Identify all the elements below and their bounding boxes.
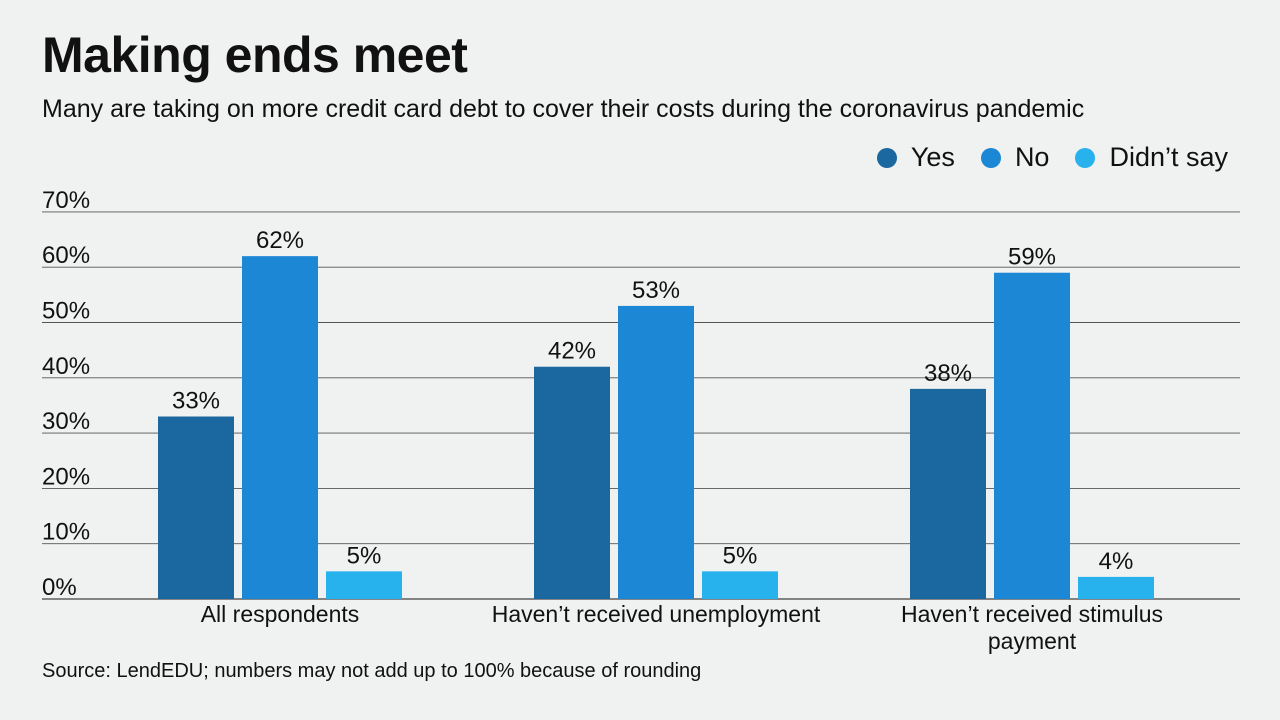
- legend-item-yes: Yes: [876, 142, 955, 173]
- bar-no: [994, 272, 1070, 599]
- y-tick-label: 60%: [42, 242, 90, 269]
- legend-item-no: No: [980, 142, 1050, 173]
- bar-didn-t-say: [1078, 576, 1154, 599]
- data-label: 38%: [924, 360, 972, 387]
- y-tick-label: 70%: [42, 187, 90, 214]
- bar-yes: [534, 366, 610, 599]
- x-category-label: Haven’t received unemployment: [492, 601, 821, 627]
- legend: Yes No Didn’t say: [876, 142, 1228, 173]
- x-category-label: payment: [988, 628, 1077, 654]
- x-category-label: Haven’t received stimulus: [901, 601, 1163, 627]
- bar-yes: [158, 416, 234, 599]
- y-tick-label: 0%: [42, 574, 77, 601]
- data-label: 42%: [548, 338, 596, 365]
- chart-subtitle: Many are taking on more credit card debt…: [42, 95, 1085, 123]
- data-label: 33%: [172, 388, 220, 415]
- data-label: 53%: [632, 277, 680, 304]
- y-tick-label: 50%: [42, 298, 90, 325]
- y-tick-label: 10%: [42, 519, 90, 546]
- legend-label-yes: Yes: [910, 142, 955, 172]
- data-label: 59%: [1008, 244, 1056, 271]
- legend-label-didnt-say: Didn’t say: [1109, 142, 1228, 172]
- data-label: 5%: [723, 542, 758, 569]
- data-label: 5%: [347, 542, 382, 569]
- bar-didn-t-say: [702, 571, 778, 599]
- data-label: 4%: [1099, 548, 1134, 575]
- legend-label-no: No: [1014, 142, 1050, 172]
- source-note: Source: LendEDU; numbers may not add up …: [42, 660, 702, 682]
- bar-no: [242, 256, 318, 599]
- y-tick-label: 20%: [42, 463, 90, 490]
- y-tick-label: 40%: [42, 353, 90, 380]
- bar-didn-t-say: [326, 571, 402, 599]
- y-tick-label: 30%: [42, 408, 90, 435]
- chart-title: Making ends meet: [42, 27, 468, 83]
- data-label: 62%: [256, 227, 304, 254]
- legend-swatch-yes: [876, 147, 897, 168]
- bar-yes: [910, 388, 986, 599]
- bar-no: [618, 305, 694, 599]
- x-category-label: All respondents: [201, 601, 360, 627]
- legend-swatch-didnt-say: [1075, 147, 1096, 168]
- legend-swatch-no: [980, 147, 1001, 168]
- legend-item-didnt-say: Didn’t say: [1075, 142, 1228, 173]
